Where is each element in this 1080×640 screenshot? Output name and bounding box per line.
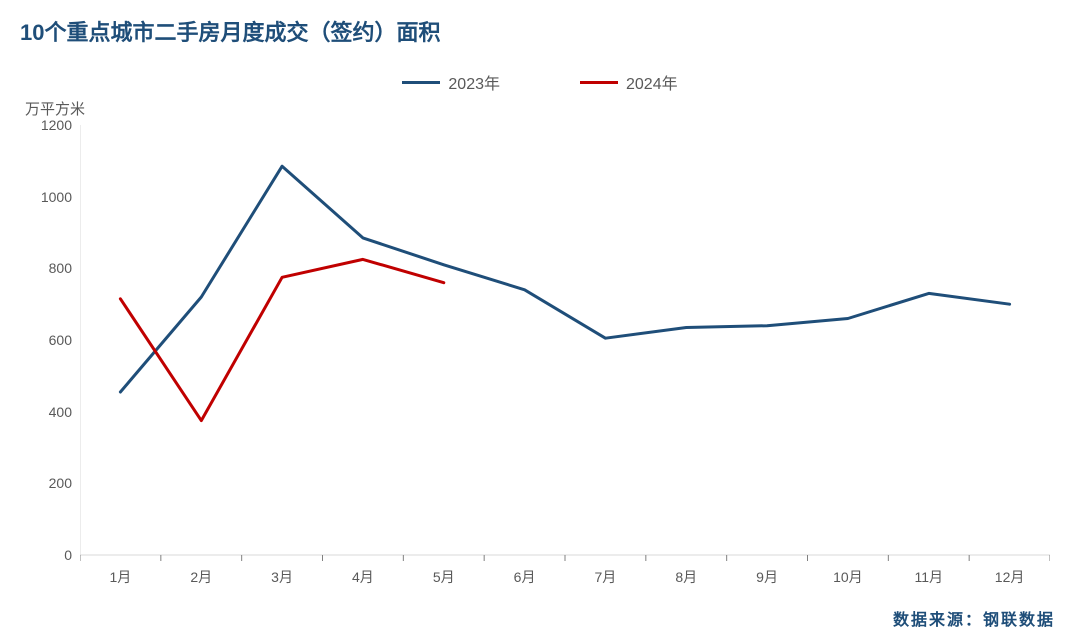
x-tick-label: 10月 [818, 567, 878, 587]
x-tick-label: 6月 [495, 567, 555, 587]
data-source: 数据来源：钢联数据 [893, 606, 1055, 630]
legend-swatch-2023 [402, 81, 440, 84]
x-tick-label: 3月 [252, 567, 312, 587]
y-axis-title: 万平方米 [25, 98, 85, 119]
legend-item-2024: 2024年 [580, 70, 678, 94]
legend: 2023年 2024年 [0, 70, 1080, 94]
legend-label-2024: 2024年 [626, 70, 678, 94]
legend-swatch-2024 [580, 81, 618, 84]
plot-area [80, 125, 1050, 575]
y-tick-label: 400 [22, 404, 72, 420]
y-tick-label: 1200 [22, 117, 72, 133]
x-tick-label: 7月 [575, 567, 635, 587]
x-tick-label: 9月 [737, 567, 797, 587]
y-tick-label: 200 [22, 475, 72, 491]
legend-label-2023: 2023年 [448, 70, 500, 94]
x-tick-label: 11月 [899, 567, 959, 587]
x-tick-label: 12月 [980, 567, 1040, 587]
chart-container: 10个重点城市二手房月度成交（签约）面积 万平方米 2023年 2024年 0 2… [0, 0, 1080, 640]
x-tick-label: 1月 [90, 567, 150, 587]
chart-title: 10个重点城市二手房月度成交（签约）面积 [20, 15, 440, 47]
y-tick-label: 600 [22, 332, 72, 348]
x-tick-label: 5月 [414, 567, 474, 587]
y-tick-label: 1000 [22, 189, 72, 205]
y-tick-label: 0 [22, 547, 72, 563]
x-tick-label: 8月 [656, 567, 716, 587]
legend-item-2023: 2023年 [402, 70, 500, 94]
y-tick-label: 800 [22, 260, 72, 276]
x-tick-label: 2月 [171, 567, 231, 587]
x-tick-label: 4月 [333, 567, 393, 587]
